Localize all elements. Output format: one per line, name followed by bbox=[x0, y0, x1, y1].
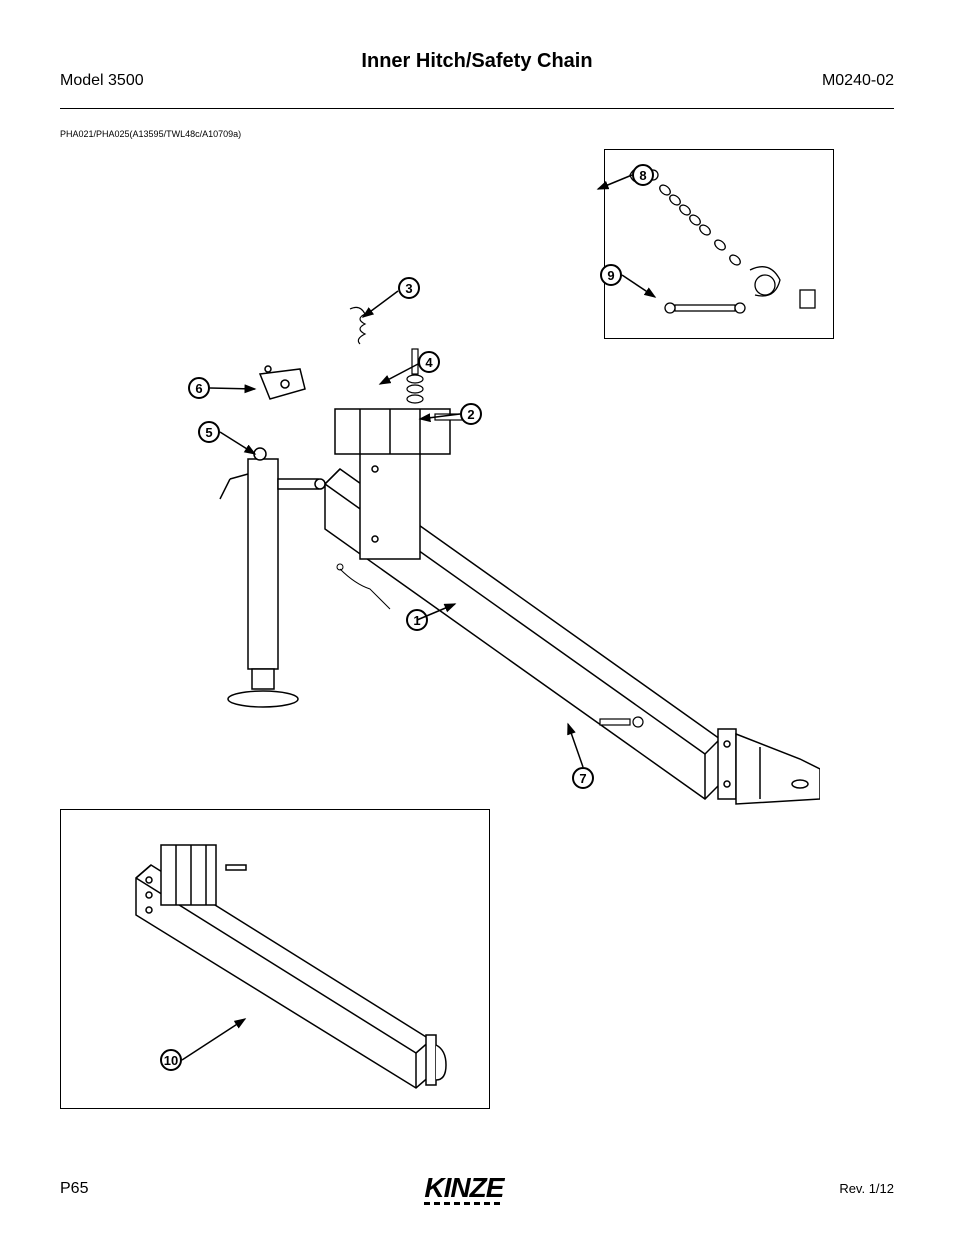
reference-code: PHA021/PHA025(A13595/TWL48c/A10709a) bbox=[60, 129, 894, 139]
page-number: P65 bbox=[60, 1180, 88, 1198]
section-title: Inner Hitch/Safety Chain bbox=[60, 50, 894, 73]
extension-inset bbox=[60, 809, 490, 1109]
model-label: Model 3500 bbox=[60, 72, 144, 90]
callout-5: 5 bbox=[198, 421, 220, 443]
brand-logo: KINZE bbox=[424, 1172, 503, 1205]
document-number: M0240-02 bbox=[822, 72, 894, 90]
page-header: Inner Hitch/Safety Chain Model 3500 M024… bbox=[60, 50, 894, 100]
extension-diagram bbox=[61, 810, 491, 1110]
callout-7: 7 bbox=[572, 767, 594, 789]
callout-10: 10 bbox=[160, 1049, 182, 1071]
callout-9: 9 bbox=[600, 264, 622, 286]
callout-3: 3 bbox=[398, 277, 420, 299]
diagram-area: 1 2 3 4 5 6 7 8 9 10 bbox=[60, 149, 894, 1109]
page-footer: P65 KINZE Rev. 1/12 bbox=[60, 1172, 894, 1205]
header-divider bbox=[60, 108, 894, 109]
main-hitch-diagram bbox=[160, 279, 820, 819]
callout-1: 1 bbox=[406, 609, 428, 631]
callout-2: 2 bbox=[460, 403, 482, 425]
callout-4: 4 bbox=[418, 351, 440, 373]
callout-6: 6 bbox=[188, 377, 210, 399]
callout-8: 8 bbox=[632, 164, 654, 186]
revision-label: Rev. 1/12 bbox=[839, 1181, 894, 1196]
logo-text: KINZE bbox=[424, 1172, 503, 1203]
